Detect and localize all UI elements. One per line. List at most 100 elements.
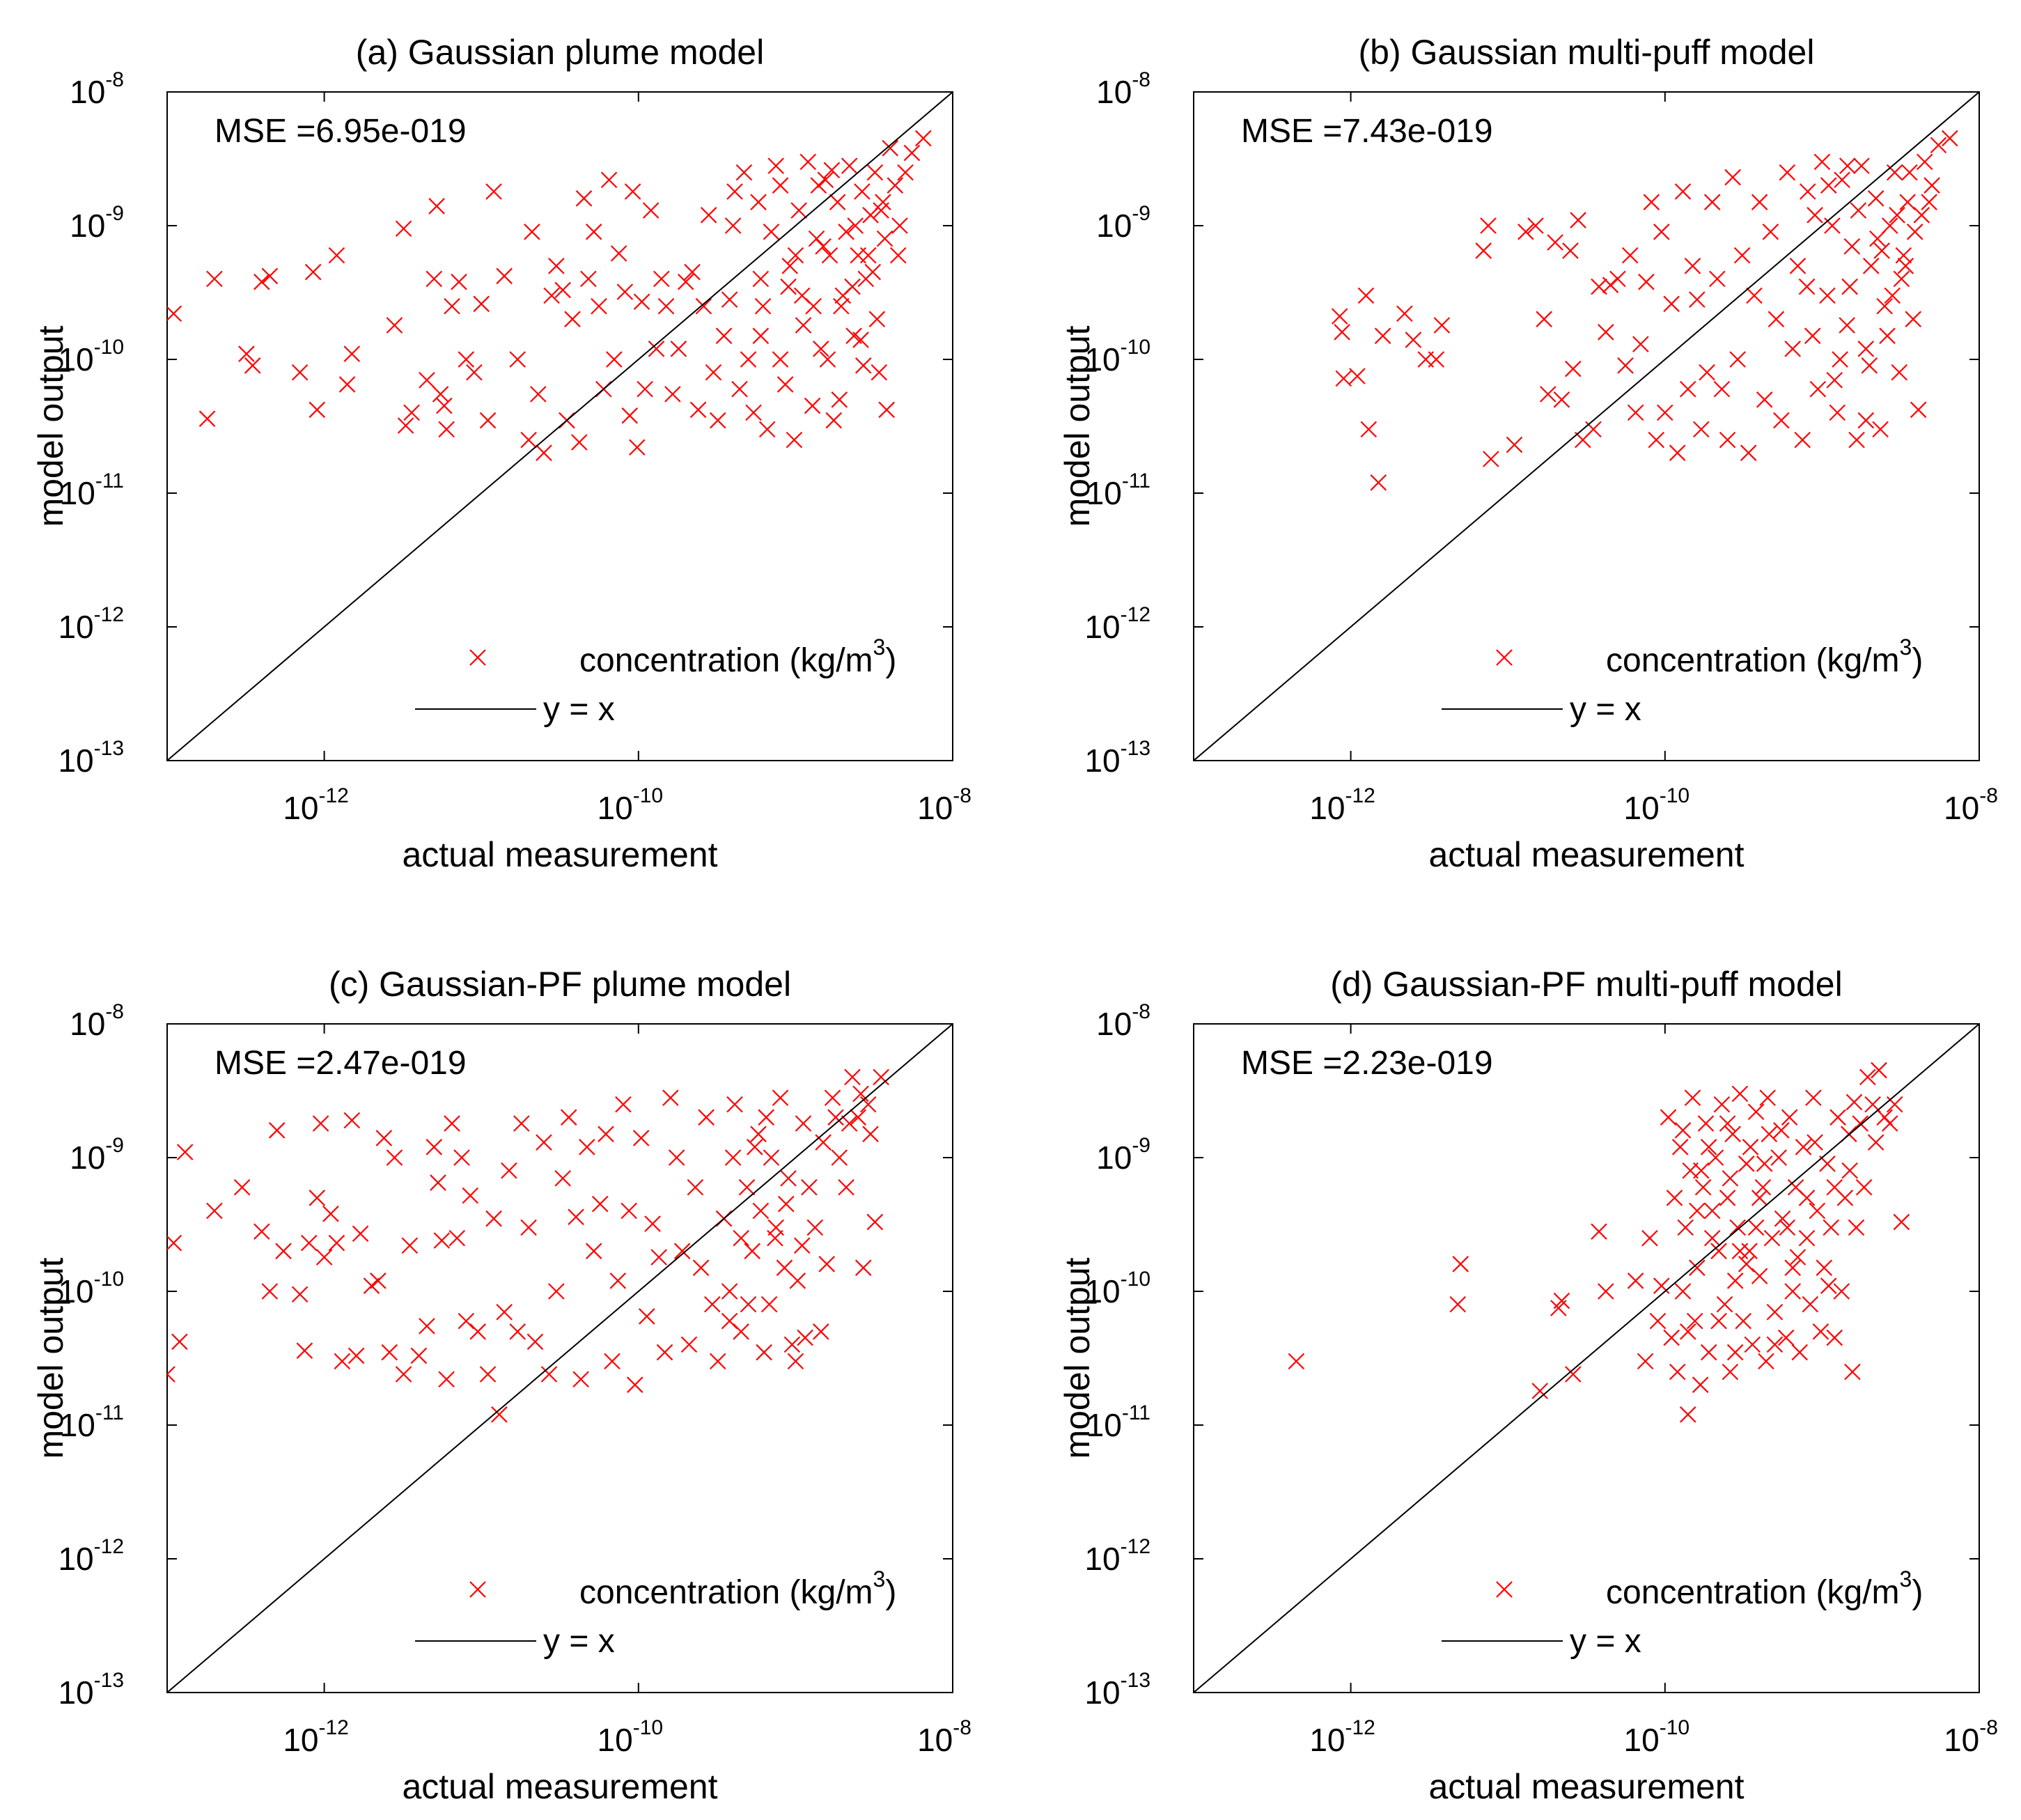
data-point [687, 1179, 704, 1196]
data-point [1591, 1223, 1607, 1240]
data-point [426, 1139, 443, 1156]
data-point [819, 351, 836, 368]
data-point [740, 1296, 757, 1313]
data-point [1834, 171, 1850, 189]
y-tick-label: 10-9 [70, 202, 124, 244]
data-point [501, 1162, 517, 1179]
data-point [721, 1312, 738, 1330]
data-point [1452, 1256, 1469, 1273]
data-point [1598, 324, 1614, 341]
data-point [705, 364, 722, 381]
data-point [1724, 169, 1741, 186]
data-point [548, 1283, 565, 1300]
data-point [1475, 242, 1492, 259]
data-point [575, 190, 593, 207]
data-point [1648, 431, 1665, 449]
data-point [1637, 1353, 1654, 1370]
data-point [823, 162, 841, 179]
legend-label-close: ) [1912, 1574, 1923, 1611]
data-point [1921, 194, 1937, 210]
data-point [1738, 1156, 1755, 1172]
data-point [536, 444, 552, 461]
legend: concentration (kg/m3) y = x [1442, 1566, 1923, 1660]
data-point [1649, 1312, 1667, 1330]
data-point [397, 417, 414, 434]
data-point [386, 317, 403, 334]
data-point [852, 1085, 869, 1103]
data-point [709, 412, 726, 429]
data-point [767, 1219, 784, 1236]
x-tick-exponent: -12 [1345, 784, 1375, 807]
data-point [1396, 305, 1413, 322]
data-point [1905, 311, 1921, 327]
legend-label-superscript: 3 [873, 635, 886, 660]
data-point [827, 1109, 844, 1126]
data-point [850, 1109, 866, 1126]
data-point [1781, 1109, 1798, 1126]
data-point [304, 263, 322, 281]
chart-title: (c) Gaussian-PF plume model [329, 965, 791, 1004]
mse-annotation: MSE =7.43e-019 [1241, 113, 1493, 150]
data-point [615, 1096, 632, 1113]
data-point [410, 1347, 428, 1364]
data-point [598, 1126, 614, 1142]
data-point [799, 153, 817, 171]
data-point [1598, 1283, 1614, 1300]
data-point [866, 164, 884, 181]
data-point [1841, 278, 1858, 295]
x-tick-label: 10-10 [1624, 784, 1690, 826]
legend-marker-x [469, 1581, 486, 1598]
legend-marker-x [1496, 649, 1513, 666]
data-point [1893, 1213, 1910, 1231]
x-tick-exponent: -10 [633, 784, 663, 807]
y-tick-label: 10-12 [1084, 1535, 1150, 1577]
data-point [438, 1371, 455, 1388]
data-point [363, 1277, 380, 1294]
y-tick-label: 10-13 [58, 1669, 124, 1711]
data-point [1813, 153, 1831, 171]
data-point [1627, 404, 1644, 421]
data-point [1349, 368, 1366, 384]
data-point [444, 1115, 460, 1132]
legend-label-concentration: concentration (kg/m3) [1606, 1566, 1923, 1611]
y-tick-label: 10-9 [1096, 1134, 1150, 1176]
data-point [296, 1342, 313, 1359]
legend: concentration (kg/m3) y = x [415, 635, 896, 728]
data-point [786, 431, 803, 449]
data-point [1540, 386, 1556, 403]
data-point [167, 1234, 182, 1252]
data-point [821, 247, 838, 264]
data-point [524, 224, 540, 240]
data-point [315, 1249, 333, 1266]
data-point [695, 297, 712, 315]
data-point [724, 1149, 742, 1166]
data-point [1855, 1179, 1873, 1196]
data-point [1823, 1219, 1840, 1236]
data-point [733, 1229, 749, 1247]
data-point [709, 1353, 726, 1370]
data-point [1895, 247, 1912, 264]
data-point [604, 1353, 621, 1370]
data-point [758, 421, 776, 438]
data-point [1829, 404, 1846, 421]
mse-annotation: MSE =2.47e-019 [214, 1045, 467, 1082]
x-tick-label: 10-12 [283, 1716, 349, 1758]
data-point [530, 386, 547, 403]
data-point [540, 1366, 558, 1383]
y-tick-exponent: -13 [94, 737, 124, 760]
data-point [1773, 1122, 1790, 1139]
data-point [1360, 421, 1378, 438]
legend-label-text: concentration (kg/m [1606, 642, 1900, 679]
data-point [664, 386, 681, 403]
plot-area [166, 91, 953, 761]
data-point [1684, 1089, 1701, 1106]
data-point [1841, 1162, 1858, 1179]
y-tick-exponent: -9 [1132, 1134, 1150, 1157]
data-point [1846, 1094, 1863, 1111]
data-point [536, 1134, 552, 1151]
legend: concentration (kg/m3) y = x [415, 1566, 896, 1660]
data-point [813, 1323, 829, 1340]
data-point [1689, 1259, 1706, 1276]
